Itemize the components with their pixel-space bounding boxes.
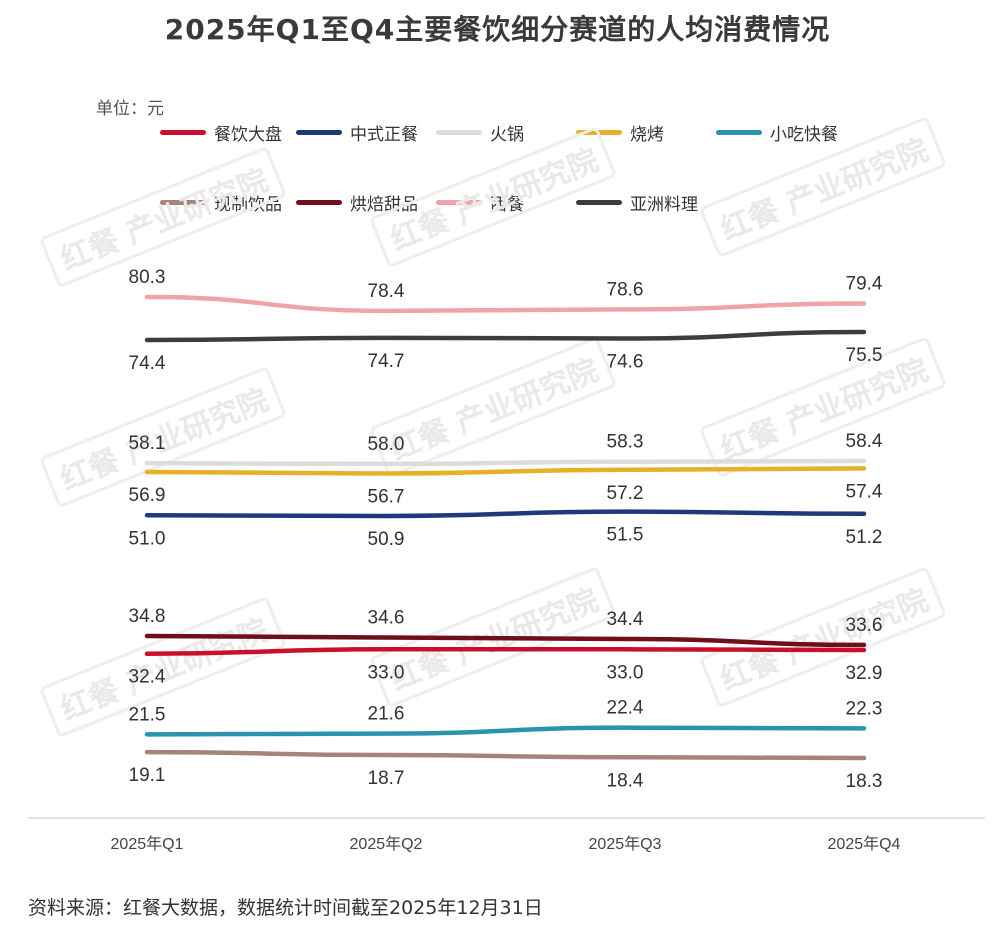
data-label: 34.6 xyxy=(368,607,405,628)
data-label: 78.6 xyxy=(607,279,644,300)
legend-item: 西餐 xyxy=(436,190,524,215)
data-label: 19.1 xyxy=(129,765,166,786)
data-label: 56.9 xyxy=(129,485,166,506)
data-label: 57.4 xyxy=(846,481,883,502)
legend-item: 小吃快餐 xyxy=(716,120,838,145)
legend-swatch xyxy=(436,200,482,205)
data-label: 34.4 xyxy=(607,609,644,630)
data-label: 79.4 xyxy=(846,274,883,295)
data-label: 33.0 xyxy=(607,662,644,683)
series-line xyxy=(144,749,867,761)
legend-label: 现制饮品 xyxy=(214,195,282,215)
series-line xyxy=(144,633,867,648)
data-label: 33.6 xyxy=(846,615,883,636)
data-label: 78.4 xyxy=(368,281,405,302)
data-label: 56.7 xyxy=(368,486,405,507)
data-label: 74.6 xyxy=(607,352,644,373)
legend-label: 餐饮大盘 xyxy=(214,125,282,145)
source-note: 资料来源：红餐大数据，数据统计时间截至2025年12月31日 xyxy=(28,897,543,919)
unit-label: 单位：元 xyxy=(96,99,164,119)
legend-label: 小吃快餐 xyxy=(770,125,838,145)
legend-swatch xyxy=(160,130,206,135)
data-label: 21.5 xyxy=(129,704,166,725)
series-line xyxy=(144,509,867,519)
x-tick-label: 2025年Q1 xyxy=(111,835,184,853)
data-label: 51.5 xyxy=(607,525,644,546)
legend-item: 烧烤 xyxy=(576,120,664,145)
series-line xyxy=(144,466,867,476)
series-line xyxy=(144,294,867,314)
legend-label: 火锅 xyxy=(490,125,524,145)
legend-swatch xyxy=(296,130,342,135)
data-label: 18.3 xyxy=(846,771,883,792)
legend-label: 烧烤 xyxy=(630,125,664,145)
data-label: 51.0 xyxy=(129,528,166,549)
series-line xyxy=(144,458,867,467)
legend-label: 烘焙甜品 xyxy=(350,195,418,215)
legend-swatch xyxy=(436,130,482,135)
x-tick-label: 2025年Q3 xyxy=(589,835,662,853)
legend-swatch xyxy=(576,200,622,205)
data-label: 21.6 xyxy=(368,704,405,725)
data-label: 58.4 xyxy=(846,431,883,452)
data-label: 50.9 xyxy=(368,529,405,550)
legend-swatch xyxy=(296,200,342,205)
data-label: 74.4 xyxy=(129,353,166,374)
data-label: 58.1 xyxy=(129,433,166,454)
data-label: 33.0 xyxy=(368,662,405,683)
legend-item: 现制饮品 xyxy=(160,190,282,215)
legend-item: 火锅 xyxy=(436,120,524,145)
x-tick-label: 2025年Q4 xyxy=(828,835,901,853)
data-label: 18.7 xyxy=(368,768,405,789)
series-line xyxy=(144,725,867,737)
series-line xyxy=(144,647,867,656)
legend-item: 餐饮大盘 xyxy=(160,120,282,145)
legend-swatch xyxy=(576,130,622,135)
data-label: 58.0 xyxy=(368,434,405,455)
data-label: 18.4 xyxy=(607,770,644,791)
data-label: 51.2 xyxy=(846,527,883,548)
legend-item: 亚洲料理 xyxy=(576,190,698,215)
data-label: 32.9 xyxy=(846,663,883,684)
x-tick-label: 2025年Q2 xyxy=(350,835,423,853)
legend-item: 中式正餐 xyxy=(296,120,418,145)
data-label: 57.2 xyxy=(607,483,644,504)
legend-label: 中式正餐 xyxy=(350,125,418,145)
chart-title: 2025年Q1至Q4主要餐饮细分赛道的人均消费情况 xyxy=(164,13,831,46)
legend-label: 西餐 xyxy=(490,195,524,215)
data-label: 74.7 xyxy=(368,351,405,372)
series-line xyxy=(144,329,867,343)
data-label: 80.3 xyxy=(129,267,166,288)
data-label: 32.4 xyxy=(129,667,166,688)
legend-label: 亚洲料理 xyxy=(630,195,698,215)
legend-swatch xyxy=(716,130,762,135)
legend-swatch xyxy=(160,200,206,205)
data-label: 75.5 xyxy=(846,345,883,366)
legend-item: 烘焙甜品 xyxy=(296,190,418,215)
data-label: 58.3 xyxy=(607,432,644,453)
data-label: 22.3 xyxy=(846,698,883,719)
data-label: 22.4 xyxy=(607,698,644,719)
data-label: 34.8 xyxy=(129,606,166,627)
